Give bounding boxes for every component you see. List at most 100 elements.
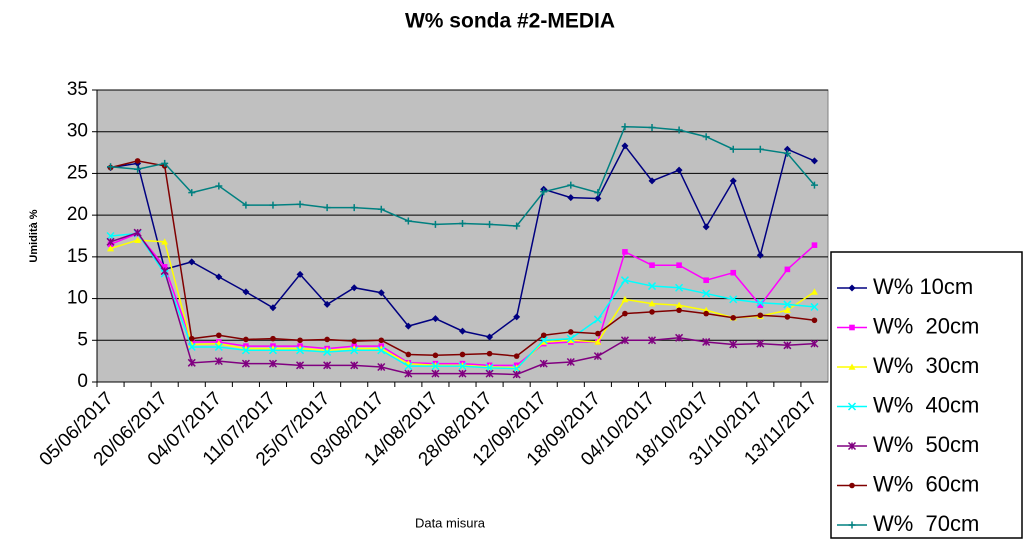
marker bbox=[404, 362, 413, 371]
marker bbox=[648, 177, 656, 185]
marker bbox=[784, 266, 791, 273]
marker bbox=[188, 189, 196, 197]
marker bbox=[107, 245, 115, 252]
marker bbox=[595, 330, 601, 337]
marker bbox=[784, 314, 791, 320]
legend bbox=[830, 251, 1023, 539]
marker bbox=[729, 177, 737, 185]
marker bbox=[377, 205, 385, 213]
marker bbox=[757, 302, 764, 309]
marker bbox=[756, 145, 764, 153]
marker bbox=[241, 346, 250, 355]
marker bbox=[269, 304, 277, 312]
marker bbox=[268, 359, 278, 368]
marker bbox=[593, 352, 602, 361]
marker bbox=[621, 123, 629, 131]
marker bbox=[648, 300, 656, 307]
legend-label: W% 70cm bbox=[873, 511, 979, 536]
marker bbox=[703, 277, 709, 284]
marker bbox=[512, 364, 521, 373]
y-axis-label: Umidità % bbox=[28, 209, 40, 262]
marker bbox=[106, 237, 115, 246]
legend-label: W% 10cm bbox=[873, 274, 973, 299]
marker bbox=[622, 310, 628, 317]
marker bbox=[404, 322, 412, 330]
marker bbox=[621, 142, 629, 150]
marker bbox=[241, 359, 250, 368]
marker bbox=[432, 352, 439, 359]
marker bbox=[161, 159, 169, 167]
marker bbox=[268, 346, 278, 355]
marker bbox=[702, 289, 711, 298]
legend-marker bbox=[848, 284, 856, 292]
marker bbox=[296, 200, 304, 208]
marker bbox=[350, 346, 359, 355]
marker bbox=[675, 126, 683, 134]
marker bbox=[649, 262, 655, 268]
legend-marker bbox=[849, 482, 855, 489]
marker bbox=[703, 310, 709, 317]
marker bbox=[647, 282, 657, 291]
marker bbox=[593, 315, 602, 324]
marker bbox=[540, 332, 547, 339]
marker bbox=[540, 188, 548, 196]
legend-label: W% 50cm bbox=[873, 432, 979, 457]
marker bbox=[513, 353, 520, 359]
marker bbox=[296, 270, 304, 278]
marker bbox=[431, 369, 440, 378]
marker bbox=[539, 359, 548, 368]
marker bbox=[160, 267, 169, 276]
marker bbox=[512, 370, 521, 379]
marker bbox=[270, 335, 276, 342]
marker bbox=[485, 363, 494, 372]
marker bbox=[486, 333, 494, 341]
marker bbox=[676, 307, 682, 314]
marker bbox=[351, 338, 358, 344]
marker bbox=[729, 295, 738, 304]
marker bbox=[377, 289, 385, 297]
marker bbox=[757, 312, 764, 319]
marker bbox=[161, 238, 169, 245]
y-tick-label: 10 bbox=[67, 288, 88, 309]
marker bbox=[730, 314, 737, 321]
marker bbox=[783, 341, 792, 350]
marker bbox=[485, 369, 494, 378]
marker bbox=[730, 269, 737, 276]
marker bbox=[620, 336, 629, 345]
marker bbox=[594, 338, 602, 345]
marker bbox=[106, 231, 115, 241]
marker bbox=[458, 362, 467, 371]
marker bbox=[187, 358, 196, 367]
marker bbox=[187, 342, 196, 351]
marker bbox=[378, 337, 385, 344]
y-tick-label: 5 bbox=[77, 329, 88, 350]
marker bbox=[567, 336, 575, 344]
plot-area bbox=[96, 89, 829, 383]
marker bbox=[405, 351, 412, 358]
legend-marker bbox=[847, 441, 857, 451]
marker bbox=[566, 357, 575, 367]
marker bbox=[567, 329, 574, 335]
marker bbox=[214, 357, 223, 366]
marker bbox=[459, 327, 466, 335]
marker bbox=[486, 220, 494, 228]
legend-label: W% 20cm bbox=[873, 313, 979, 338]
marker bbox=[810, 181, 818, 189]
marker bbox=[810, 302, 819, 311]
legend-label: W% 40cm bbox=[873, 392, 979, 417]
marker bbox=[648, 124, 656, 132]
marker bbox=[811, 317, 818, 324]
marker bbox=[702, 337, 711, 346]
marker bbox=[323, 347, 332, 356]
marker bbox=[107, 163, 115, 171]
marker bbox=[810, 339, 819, 348]
marker bbox=[729, 145, 737, 153]
marker bbox=[513, 313, 521, 321]
marker bbox=[404, 217, 412, 225]
marker bbox=[810, 157, 818, 165]
y-tick-label: 20 bbox=[67, 204, 88, 225]
marker bbox=[134, 165, 142, 173]
marker bbox=[243, 336, 249, 343]
marker bbox=[702, 223, 710, 231]
